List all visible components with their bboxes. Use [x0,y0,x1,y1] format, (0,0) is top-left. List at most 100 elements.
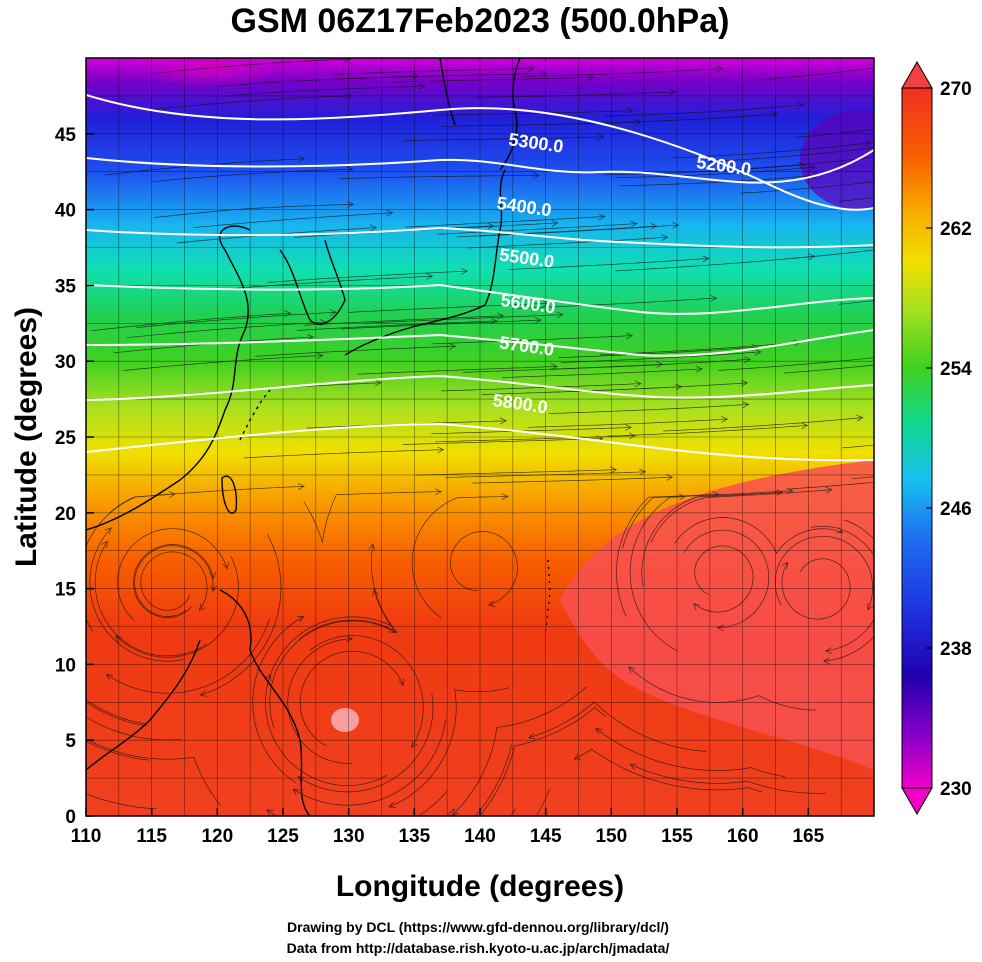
streamline [140,551,208,611]
streamline [650,489,832,543]
streamline [437,223,637,235]
streamline-arrow [639,468,647,476]
streamline-arrow [534,317,542,324]
contour-5700 [86,374,874,401]
lat-tick-label: 20 [55,504,76,525]
streamline [86,716,181,741]
streamline-arrow [776,489,784,496]
streamline [416,469,617,476]
contour-5200 [86,94,874,211]
streamline [440,121,641,127]
lat-tick-label: 35 [55,276,77,297]
streamline [265,674,388,786]
streamline-arrow [656,361,664,368]
streamline-arrow [460,268,468,275]
streamline [615,166,816,179]
height-contours [86,94,874,462]
streamline-arrow [856,414,864,422]
coast-korea [279,239,346,325]
streamline-arrow [296,616,305,623]
streamline-arrow [695,365,703,373]
contour-5600 [86,329,874,357]
x-axis-label: Longitude (degrees) [336,870,624,903]
lat-tick-label: 5 [65,731,76,752]
streamline-arrow [808,164,816,171]
streamline [599,342,800,356]
streamline [674,517,843,554]
streamline [502,368,703,378]
streamline-arrow [411,740,418,749]
lat-tick-label: 15 [55,580,77,601]
streamline [299,650,404,747]
streamline [432,335,633,345]
streamline [243,449,444,459]
streamline-arrow [398,678,405,687]
streamline [86,740,149,761]
streamline-arrow [721,416,729,423]
streamline [303,491,442,543]
streamline [508,258,709,270]
streamline [297,693,434,793]
streamline-arrow [824,647,833,654]
streamline-arrow [58,720,65,726]
streamline-arrow [388,801,396,808]
streamline-arrow [797,102,805,109]
latitude-ticks: 0 5 10 15 20 25 30 35 40 45 [55,125,94,828]
streamline-arrow [650,223,658,230]
streamline-arrow [372,588,379,597]
streamline [629,496,686,652]
streamline-arrow [487,600,496,607]
longitude-ticks: 110 115 120 125 130 135 140 145 150 155 160 165 [71,808,825,847]
streamline [287,638,353,764]
streamline-arrow [101,540,108,549]
coast-marianas [545,559,551,631]
streamline [266,589,392,688]
streamline [232,275,433,289]
coast-indochina [86,639,201,771]
streamline [363,314,563,324]
streamline [334,68,535,75]
streamline [108,485,305,514]
streamline-arrow [426,273,434,280]
streamline-arrow [21,588,27,594]
streamline-arrow [266,809,274,816]
streamline-arrow [316,352,324,360]
streamline-arrow [949,54,955,60]
streamline-arrow [528,732,536,740]
streamline-arrow [532,172,540,179]
lon-tick-label: 110 [71,826,102,847]
streamline-arrow [435,488,443,496]
streamline-arrow [527,65,535,73]
streamline [467,236,668,249]
streamline [450,531,518,606]
streamline [558,346,758,359]
streamline-arrow [451,808,459,816]
lon-tick-label: 140 [464,826,496,847]
streamline [517,297,717,309]
streamline [266,790,448,816]
streamline [431,427,632,435]
streamline [522,68,723,77]
streamline-arrow [977,350,982,356]
streamline-arrow [449,343,457,350]
streamline [604,104,804,117]
streamline-arrow [542,300,550,307]
streamline-arrow [297,776,305,783]
streamline-arrow [499,417,507,425]
streamline [528,701,707,752]
streamline [402,438,603,445]
credit-data-source: Data from http://database.rish.kyoto-u.a… [287,940,670,956]
streamline [393,76,594,83]
y-axis-label: Latitude (degrees) [10,307,43,567]
streamline-arrow [629,763,638,770]
streamline [781,558,851,620]
streamline-arrow [23,587,29,593]
streamline [297,320,497,331]
streamline [795,128,874,138]
colorbar-bottom-extension [901,787,933,816]
streamline [456,225,657,238]
streamline-arrow [702,255,710,263]
streamline [548,404,749,414]
streamline [126,321,327,339]
streamline-arrow [370,224,378,232]
